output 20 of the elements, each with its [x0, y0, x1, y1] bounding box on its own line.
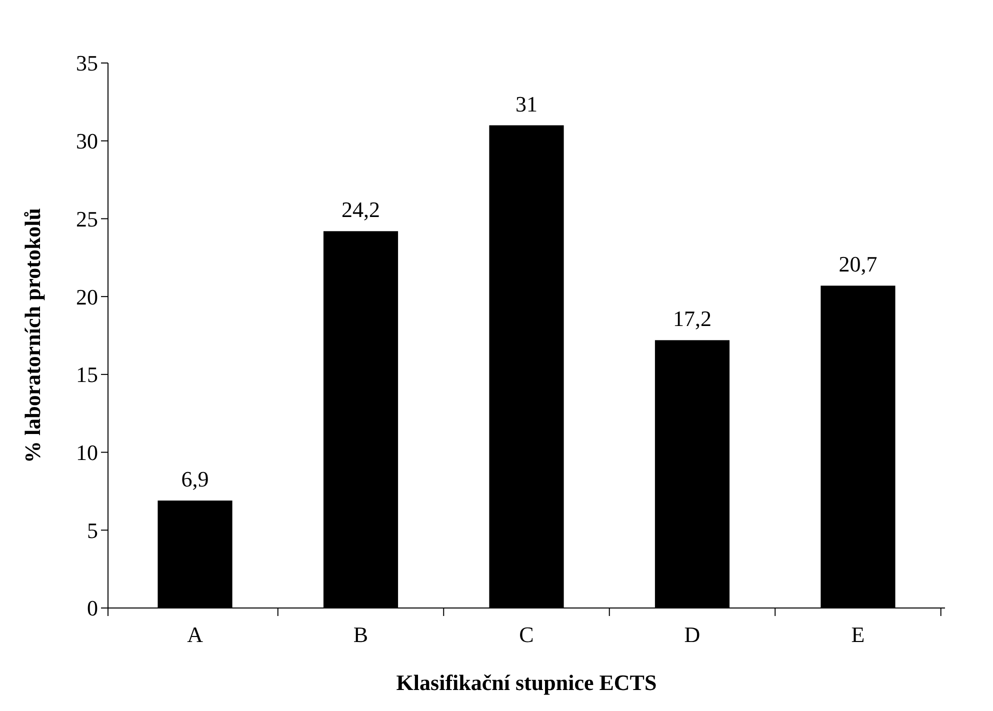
y-tick-label: 30: [76, 128, 98, 154]
y-tick-label: 0: [87, 596, 98, 621]
y-axis-title: % laboratorních protokolů: [20, 208, 45, 464]
data-label: 31: [516, 91, 538, 116]
x-tick-label: B: [353, 622, 368, 647]
y-tick-label: 5: [87, 518, 98, 543]
data-label: 24,2: [342, 197, 380, 222]
y-tick-label: 20: [76, 284, 98, 310]
x-tick-label: D: [684, 622, 700, 647]
y-tick-label: 15: [76, 362, 98, 388]
y-tick-label: 25: [76, 206, 98, 232]
data-label: 17,2: [672, 306, 712, 332]
y-tick-label: 10: [76, 440, 98, 465]
x-tick-label: C: [519, 622, 534, 647]
x-axis-title: Klasifikační stupnice ECTS: [396, 670, 657, 695]
x-tick-label: A: [187, 622, 204, 647]
y-tick-label: 35: [76, 50, 98, 76]
data-label: 6,9: [181, 466, 209, 492]
x-tick-label: E: [851, 622, 865, 647]
data-label: 20,7: [838, 252, 878, 277]
